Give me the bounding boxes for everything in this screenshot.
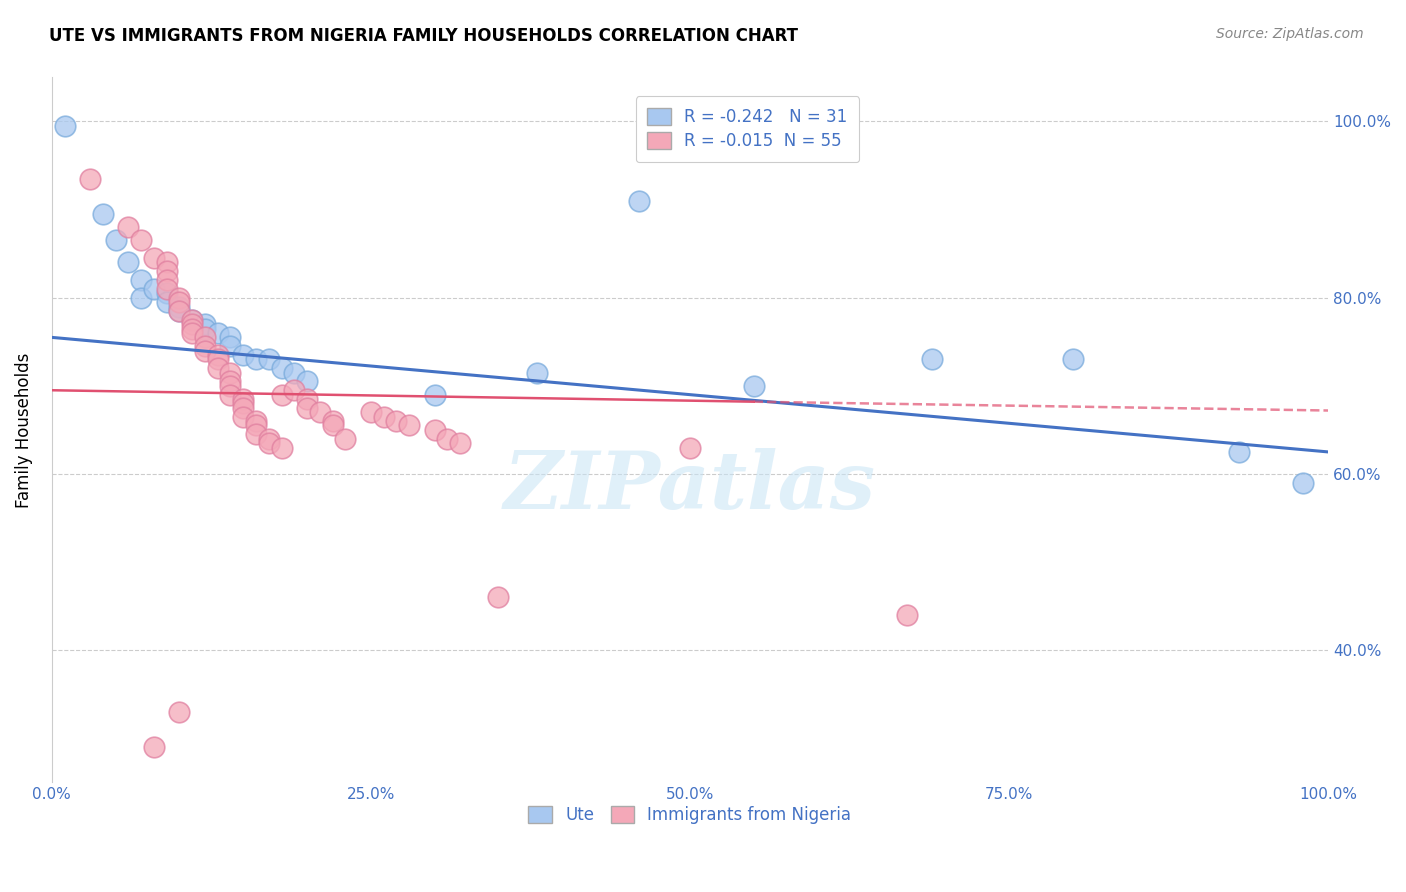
Point xyxy=(79,171,101,186)
Point xyxy=(1291,475,1313,490)
Point xyxy=(194,321,217,335)
Point xyxy=(129,291,152,305)
Point xyxy=(181,326,204,340)
Point xyxy=(423,387,446,401)
Point xyxy=(308,405,330,419)
Point xyxy=(245,418,267,433)
Point xyxy=(194,339,217,353)
Point xyxy=(219,387,242,401)
Point xyxy=(270,361,292,376)
Point xyxy=(526,366,548,380)
Point xyxy=(322,414,344,428)
Point xyxy=(156,255,179,269)
Point xyxy=(1227,445,1250,459)
Point xyxy=(117,255,139,269)
Point xyxy=(117,220,139,235)
Point xyxy=(104,234,127,248)
Point xyxy=(295,392,318,406)
Point xyxy=(245,352,267,367)
Point xyxy=(207,361,229,376)
Point xyxy=(436,432,458,446)
Point xyxy=(219,366,242,380)
Text: Source: ZipAtlas.com: Source: ZipAtlas.com xyxy=(1216,27,1364,41)
Point xyxy=(219,379,242,393)
Point xyxy=(245,427,267,442)
Point xyxy=(257,436,280,450)
Point xyxy=(627,194,650,208)
Point xyxy=(921,352,943,367)
Point xyxy=(257,432,280,446)
Point xyxy=(295,401,318,415)
Point xyxy=(245,414,267,428)
Point xyxy=(385,414,408,428)
Point xyxy=(194,330,217,344)
Point xyxy=(169,705,191,719)
Point xyxy=(91,207,114,221)
Point xyxy=(232,409,254,424)
Point xyxy=(283,366,305,380)
Legend: Ute, Immigrants from Nigeria: Ute, Immigrants from Nigeria xyxy=(519,796,862,834)
Point xyxy=(156,282,179,296)
Point xyxy=(207,352,229,367)
Point xyxy=(398,418,420,433)
Point xyxy=(270,441,292,455)
Point xyxy=(207,326,229,340)
Y-axis label: Family Households: Family Households xyxy=(15,352,32,508)
Point xyxy=(232,396,254,410)
Text: ZIPatlas: ZIPatlas xyxy=(503,448,876,525)
Point xyxy=(232,401,254,415)
Text: UTE VS IMMIGRANTS FROM NIGERIA FAMILY HOUSEHOLDS CORRELATION CHART: UTE VS IMMIGRANTS FROM NIGERIA FAMILY HO… xyxy=(49,27,799,45)
Point xyxy=(156,264,179,278)
Point xyxy=(169,304,191,318)
Point xyxy=(181,312,204,326)
Point xyxy=(207,348,229,362)
Point xyxy=(53,119,76,133)
Point xyxy=(156,295,179,310)
Point xyxy=(449,436,471,450)
Point xyxy=(360,405,382,419)
Point xyxy=(169,300,191,314)
Point xyxy=(232,392,254,406)
Point xyxy=(232,348,254,362)
Point xyxy=(156,286,179,301)
Point xyxy=(142,282,165,296)
Point xyxy=(142,251,165,265)
Point xyxy=(257,352,280,367)
Point xyxy=(219,330,242,344)
Point xyxy=(181,312,204,326)
Point xyxy=(423,423,446,437)
Point xyxy=(219,339,242,353)
Point xyxy=(335,432,357,446)
Point xyxy=(322,418,344,433)
Point xyxy=(295,375,318,389)
Point xyxy=(373,409,395,424)
Point xyxy=(129,273,152,287)
Point xyxy=(194,317,217,331)
Point xyxy=(283,383,305,397)
Point xyxy=(129,234,152,248)
Point xyxy=(488,591,510,605)
Point xyxy=(679,441,702,455)
Point xyxy=(181,321,204,335)
Point xyxy=(1062,352,1084,367)
Point xyxy=(156,273,179,287)
Point xyxy=(169,291,191,305)
Point xyxy=(896,607,918,622)
Point xyxy=(270,387,292,401)
Point xyxy=(181,317,204,331)
Point xyxy=(742,379,765,393)
Point xyxy=(169,295,191,310)
Point xyxy=(194,343,217,358)
Point xyxy=(219,375,242,389)
Point xyxy=(142,740,165,755)
Point xyxy=(169,304,191,318)
